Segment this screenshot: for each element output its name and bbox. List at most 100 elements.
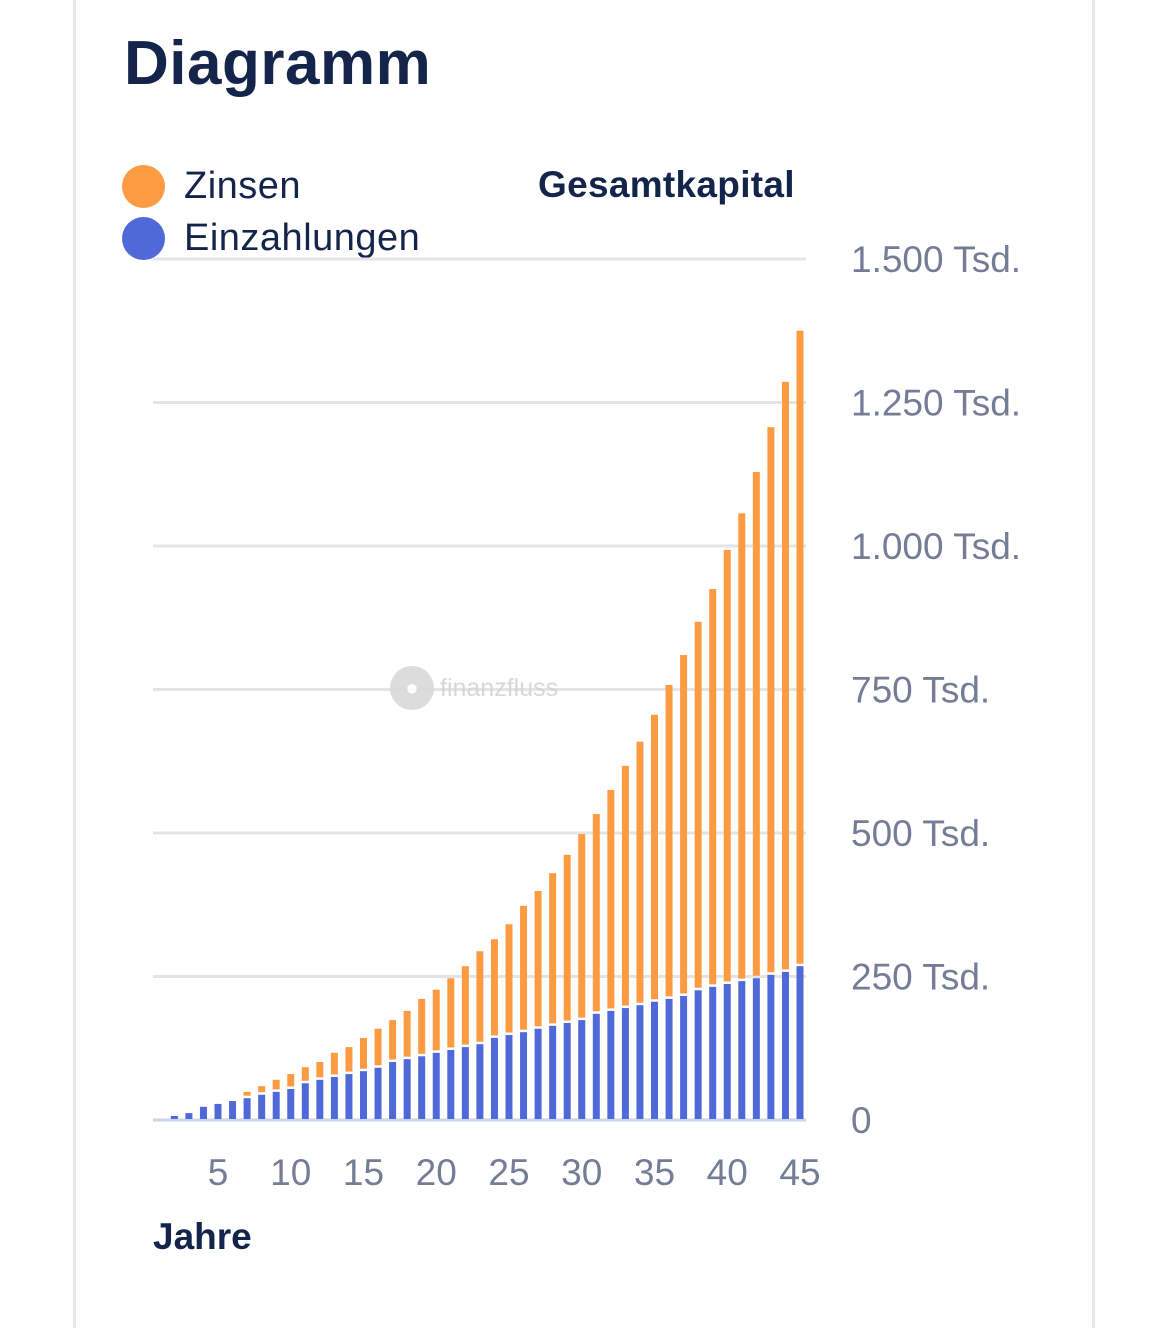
bar-zinsen-year-39[interactable] (709, 589, 717, 985)
bar-einzahlungen-year-15[interactable] (360, 1071, 367, 1119)
bar-zinsen-year-12[interactable] (316, 1062, 324, 1078)
bar-einzahlungen-year-27[interactable] (534, 1028, 542, 1119)
y-tick-label: 1.500 Tsd. (851, 239, 1021, 280)
bar-zinsen-year-16[interactable] (374, 1028, 382, 1066)
watermark: ● finanzfluss (390, 666, 558, 710)
bar-einzahlungen-year-3[interactable] (185, 1113, 193, 1119)
bar-einzahlungen-year-25[interactable] (505, 1035, 513, 1119)
bar-einzahlungen-year-26[interactable] (520, 1032, 528, 1119)
bar-zinsen-year-44[interactable] (781, 381, 789, 970)
watermark-text: finanzfluss (440, 673, 559, 702)
bar-einzahlungen-year-21[interactable] (447, 1049, 455, 1119)
bar-einzahlungen-year-44[interactable] (781, 971, 789, 1119)
legend-dot-einzahlungen-icon (122, 216, 165, 260)
bar-zinsen-year-45[interactable] (796, 330, 804, 964)
x-axis-title: Jahre (153, 1216, 252, 1257)
bar-einzahlungen-year-9[interactable] (272, 1091, 280, 1119)
bar-einzahlungen-year-20[interactable] (432, 1052, 440, 1119)
bar-zinsen-year-23[interactable] (476, 951, 484, 1042)
bar-zinsen-year-8[interactable] (258, 1086, 266, 1093)
bar-zinsen-year-21[interactable] (447, 978, 455, 1048)
bar-zinsen-year-18[interactable] (403, 1010, 411, 1057)
bar-einzahlungen-year-2[interactable] (170, 1115, 178, 1119)
legend-item-zinsen[interactable]: Zinsen (122, 160, 420, 212)
bar-zinsen-year-34[interactable] (636, 741, 644, 1003)
bar-zinsen-year-9[interactable] (272, 1079, 280, 1090)
bar-einzahlungen-year-39[interactable] (709, 986, 717, 1119)
bar-zinsen-year-25[interactable] (505, 924, 513, 1033)
bar-zinsen-year-14[interactable] (345, 1047, 353, 1072)
bar-einzahlungen-year-32[interactable] (607, 1010, 615, 1119)
bar-zinsen-year-17[interactable] (389, 1020, 397, 1060)
bar-zinsen-year-38[interactable] (694, 621, 702, 988)
bar-zinsen-year-37[interactable] (680, 655, 688, 994)
bar-einzahlungen-year-24[interactable] (490, 1037, 498, 1119)
bar-zinsen-year-19[interactable] (418, 998, 426, 1054)
bar-einzahlungen-year-17[interactable] (389, 1062, 397, 1119)
bar-zinsen-year-40[interactable] (723, 550, 731, 982)
bar-einzahlungen-year-41[interactable] (738, 981, 746, 1119)
legend-dot-zinsen-icon (122, 164, 165, 208)
x-tick-label: 30 (561, 1152, 602, 1193)
bar-zinsen-year-22[interactable] (461, 966, 469, 1045)
bar-zinsen-year-7[interactable] (243, 1091, 251, 1096)
x-tick-label: 40 (707, 1152, 748, 1193)
bar-zinsen-year-35[interactable] (651, 714, 658, 1000)
bar-zinsen-year-11[interactable] (301, 1067, 309, 1081)
bar-einzahlungen-year-31[interactable] (592, 1013, 600, 1119)
bar-zinsen-year-43[interactable] (767, 427, 775, 973)
bar-zinsen-year-26[interactable] (520, 905, 528, 1030)
bar-einzahlungen-year-12[interactable] (316, 1079, 324, 1119)
x-tick-label: 35 (634, 1152, 675, 1193)
bar-einzahlungen-year-28[interactable] (549, 1025, 557, 1119)
bar-einzahlungen-year-35[interactable] (651, 1001, 658, 1119)
bar-einzahlungen-year-19[interactable] (418, 1056, 426, 1119)
bar-einzahlungen-year-34[interactable] (636, 1005, 644, 1119)
y-tick-label: 1.250 Tsd. (851, 383, 1021, 424)
bar-zinsen-year-20[interactable] (432, 989, 440, 1051)
chart-card (73, 0, 1095, 1328)
bar-zinsen-year-36[interactable] (665, 684, 673, 997)
bar-einzahlungen-year-43[interactable] (767, 974, 775, 1119)
bar-einzahlungen-year-36[interactable] (665, 998, 673, 1119)
bar-zinsen-year-31[interactable] (592, 814, 600, 1012)
bar-einzahlungen-year-38[interactable] (694, 990, 702, 1119)
x-tick-label: 15 (343, 1152, 384, 1193)
bar-einzahlungen-year-37[interactable] (680, 996, 688, 1119)
bar-zinsen-year-29[interactable] (563, 854, 571, 1021)
bar-einzahlungen-year-10[interactable] (287, 1089, 295, 1119)
legend: Zinsen Einzahlungen (122, 160, 420, 264)
legend-item-einzahlungen[interactable]: Einzahlungen (122, 212, 420, 264)
legend-label-zinsen: Zinsen (184, 164, 302, 207)
bar-zinsen-year-27[interactable] (534, 890, 542, 1027)
bar-einzahlungen-year-33[interactable] (621, 1008, 629, 1119)
bar-einzahlungen-year-45[interactable] (796, 966, 804, 1119)
bar-zinsen-year-42[interactable] (752, 471, 760, 976)
bar-einzahlungen-year-16[interactable] (374, 1067, 382, 1119)
bar-einzahlungen-year-11[interactable] (301, 1083, 309, 1119)
bar-einzahlungen-year-29[interactable] (563, 1022, 571, 1119)
bar-einzahlungen-year-7[interactable] (243, 1098, 251, 1119)
bar-einzahlungen-year-13[interactable] (330, 1076, 338, 1119)
y-tick-label: 0 (851, 1100, 872, 1141)
bar-einzahlungen-year-42[interactable] (752, 978, 760, 1119)
bar-einzahlungen-year-30[interactable] (578, 1020, 586, 1119)
bar-zinsen-year-24[interactable] (490, 939, 498, 1036)
bar-einzahlungen-year-14[interactable] (345, 1074, 353, 1119)
bar-zinsen-year-41[interactable] (738, 513, 746, 979)
bar-zinsen-year-33[interactable] (621, 765, 629, 1006)
bar-zinsen-year-32[interactable] (607, 789, 615, 1009)
bar-einzahlungen-year-23[interactable] (476, 1044, 484, 1119)
bar-zinsen-year-28[interactable] (549, 873, 557, 1024)
bar-einzahlungen-year-5[interactable] (214, 1103, 222, 1119)
bar-zinsen-year-30[interactable] (578, 834, 586, 1018)
bar-einzahlungen-year-22[interactable] (461, 1047, 469, 1119)
bar-zinsen-year-15[interactable] (360, 1037, 367, 1069)
bar-einzahlungen-year-6[interactable] (229, 1101, 237, 1119)
bar-einzahlungen-year-40[interactable] (723, 983, 731, 1119)
bar-zinsen-year-13[interactable] (330, 1052, 338, 1075)
bar-zinsen-year-10[interactable] (287, 1074, 295, 1087)
bar-einzahlungen-year-18[interactable] (403, 1059, 411, 1119)
bar-einzahlungen-year-4[interactable] (199, 1106, 207, 1119)
bar-einzahlungen-year-8[interactable] (258, 1094, 266, 1119)
